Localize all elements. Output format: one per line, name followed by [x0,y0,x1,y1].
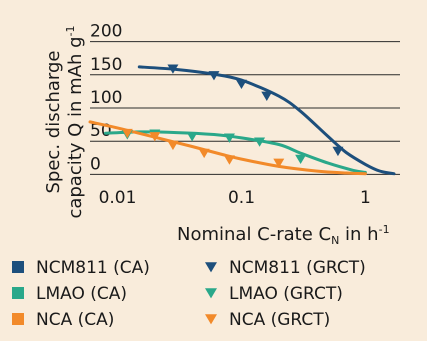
data-point-marker [273,158,285,169]
legend-label: NCM811 (CA) [36,258,150,278]
legend-triangle-marker [205,288,217,299]
data-point-marker [167,140,179,151]
data-point-marker [254,137,266,147]
x-tick-label: 0.01 [99,188,137,208]
legend-label: LMAO (CA) [36,284,127,304]
y-tick-label: 100 [90,88,122,108]
legend-swatch [12,287,24,299]
x-tick-label: 1 [360,188,371,208]
y-tick-label: 200 [90,22,122,42]
data-point-marker [223,133,235,143]
data-point-marker [186,132,198,142]
legend-label: LMAO (GRCT) [229,284,343,304]
data-point-marker [223,155,235,165]
legend-label: NCA (GRCT) [229,310,330,330]
y-axis-title-line2: capacity Q in mAh g-1 [64,25,86,218]
y-tick-label: 0 [90,154,101,174]
data-point-marker [332,146,344,157]
legend-swatch [12,313,24,325]
grid [90,41,400,175]
series-layer [88,64,396,176]
data-point-marker [261,91,273,102]
legend-triangle-marker [205,314,217,325]
legend: NCM811 (CA) NCM811 (GRCT) LMAO (CA) LMAO (G… [12,258,366,330]
x-axis-title: Nominal C-rate CN in h-1 [177,223,390,247]
legend-label: NCA (CA) [36,310,114,330]
series-line [137,65,396,176]
legend-swatch [12,261,24,273]
y-axis-title-line1: Spec. discharge [43,51,64,194]
data-point-marker [235,79,247,90]
y-axis-title: Spec. discharge capacity Q in mAh g-1 [43,25,86,218]
x-tick-labels: 0.01 0.1 1 [99,188,371,208]
data-point-marker [208,71,220,81]
data-point-marker [198,148,210,159]
series-line [104,130,367,174]
legend-label: NCM811 (GRCT) [229,258,366,278]
data-point-marker [295,154,307,165]
legend-triangle-marker [205,262,217,273]
y-tick-label: 150 [90,55,122,75]
x-tick-label: 0.1 [228,188,255,208]
data-point-marker [121,128,133,139]
data-point-marker [167,64,179,74]
data-point-marker [149,132,161,142]
